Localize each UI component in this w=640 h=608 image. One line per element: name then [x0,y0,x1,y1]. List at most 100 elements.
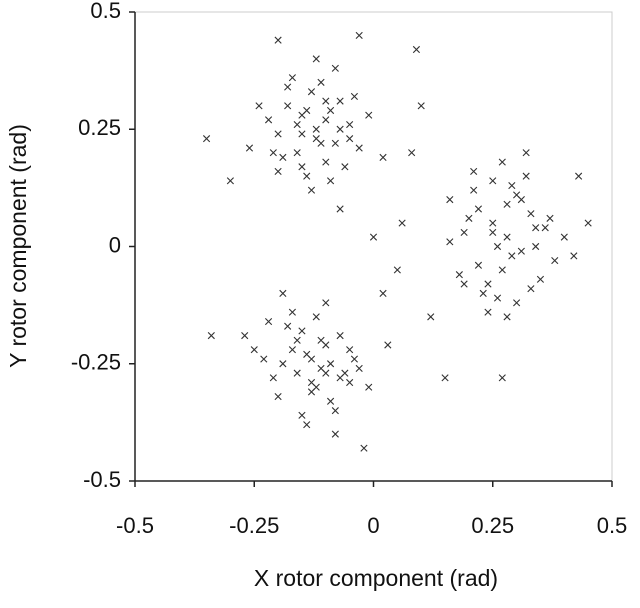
scatter-point [269,149,277,157]
scatter-point [365,111,373,119]
scatter-point [341,163,349,171]
scatter-point [365,383,373,391]
scatter-point [250,346,258,354]
scatter-point [412,45,421,54]
scatter-point [303,350,311,358]
scatter-point [498,266,506,274]
scatter-point [279,289,287,297]
scatter-point [465,214,473,222]
scatter-point [503,313,511,321]
scatter-point [274,36,282,44]
scatter-point [284,83,292,91]
scatter-point [312,125,320,133]
scatter-point [331,430,339,438]
scatter-point [322,158,330,166]
scatter-point [360,444,368,452]
scatter-point [307,388,316,396]
scatter-point [517,247,525,255]
scatter-point [527,285,535,293]
scatter-point [264,317,273,326]
scatter-point [346,120,354,129]
scatter-point [336,125,344,133]
scatter-point [303,421,311,429]
scatter-point [379,289,387,297]
scatter-point [584,219,592,227]
scatter-point [460,228,468,237]
x-tick-label: 0 [367,513,379,538]
y-tick-label: -0.5 [83,467,121,492]
scatter-point [536,275,545,283]
y-axis-label: Y rotor component (rad) [5,124,31,368]
scatter-point [498,374,506,382]
scatter-point [493,242,502,251]
y-tick-label: 0.5 [90,0,121,23]
scatter-point [279,153,287,161]
scatter-point [331,407,339,415]
scatter-point [284,322,292,330]
scatter-point [274,392,282,401]
scatter-point [546,214,554,222]
scatter-point [298,163,306,171]
scatter-point [346,346,354,354]
y-tick-label: 0.25 [78,115,121,140]
scatter-point [336,97,344,105]
scatter-point [288,346,296,354]
scatter-point [298,130,306,138]
scatter-point [517,196,525,204]
scatter-point [331,64,339,72]
scatter-point [226,177,234,185]
scatter-point [455,271,463,279]
y-tick-label: 0 [109,232,121,257]
scatter-point [303,106,311,115]
scatter-point [336,332,344,340]
scatter-point [279,360,287,368]
scatter-point [369,233,378,241]
scatter-point [551,256,559,265]
scatter-point [427,313,435,321]
scatter-point [489,177,497,185]
scatter-point [284,102,292,110]
scatter-point [508,181,516,190]
scatter-point [317,336,325,344]
scatter-point [288,308,296,316]
scatter-point [508,252,516,260]
scatter-point [513,299,521,307]
scatter-point [260,355,268,363]
scatter-point [350,355,359,363]
scatter-point [298,327,306,335]
scatter-point [541,224,549,232]
scatter-point [317,78,325,86]
scatter-point [207,332,215,340]
scatter-point [346,135,354,143]
scatter-point [532,224,540,232]
scatter-point [417,102,425,110]
scatter-point [322,299,330,307]
scatter-point [355,31,363,40]
scatter-point [241,332,249,340]
scatter-point [326,106,335,115]
scatter-point [408,149,416,157]
scatter-point [288,74,296,82]
scatter-point [331,139,339,147]
scatter-point [293,120,301,129]
scatter-point [269,374,277,382]
scatter-point [532,242,540,251]
scatter-point [202,135,211,143]
scatter-point [398,219,406,227]
scatter-point [255,102,263,110]
scatter-point [326,360,335,368]
scatter-point [245,144,254,152]
scatter-point [460,280,468,288]
scatter-point [484,280,492,288]
scatter-point [384,341,392,349]
scatter-point [355,144,363,152]
scatter-point [575,172,583,180]
scatter-point [446,196,454,204]
scatter-point [274,167,282,176]
scatter-point [336,205,344,213]
scatter-point [498,158,506,166]
scatter-point [489,228,497,237]
scatter-point [479,289,487,297]
scatter-point [474,205,483,213]
